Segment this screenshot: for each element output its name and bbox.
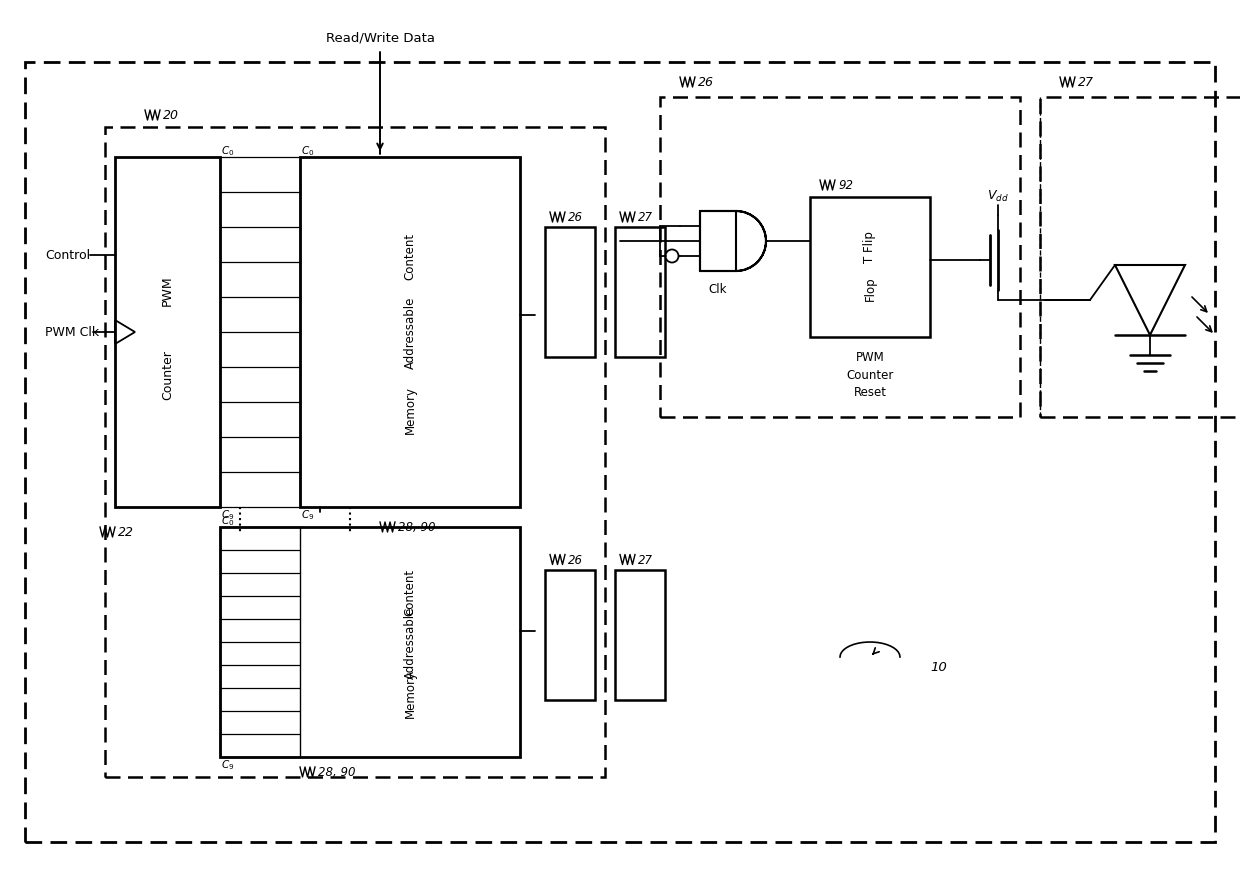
Text: Content: Content (403, 568, 417, 616)
Bar (615, 228, 665, 358)
Bar (115, 158, 219, 508)
Bar (810, 198, 930, 338)
Text: $C_0$: $C_0$ (301, 144, 315, 158)
Bar (1040, 98, 1240, 417)
Text: 26: 26 (568, 553, 583, 567)
Wedge shape (737, 211, 766, 272)
Text: Control: Control (45, 249, 91, 262)
Text: $C_9$: $C_9$ (301, 508, 315, 521)
Bar (300, 158, 520, 508)
Circle shape (666, 250, 678, 263)
Text: Memory: Memory (403, 669, 417, 717)
Bar (25, 63, 1215, 842)
Text: Addressable: Addressable (403, 606, 417, 679)
Text: $C_0$: $C_0$ (221, 144, 234, 158)
Text: Read/Write Data: Read/Write Data (325, 32, 434, 45)
Bar (546, 228, 595, 358)
Text: PWM Clk: PWM Clk (45, 326, 99, 339)
Text: 28, 90: 28, 90 (398, 521, 435, 534)
Bar (105, 128, 605, 777)
Bar (660, 98, 1021, 417)
Text: Memory: Memory (403, 386, 417, 433)
Bar (219, 527, 520, 757)
Text: 28, 90: 28, 90 (317, 766, 356, 779)
Text: $V_{dd}$: $V_{dd}$ (987, 189, 1009, 203)
Text: 92: 92 (838, 179, 853, 192)
Text: 26: 26 (698, 76, 714, 89)
FancyBboxPatch shape (701, 211, 737, 272)
Bar (546, 570, 595, 700)
Text: $C_0$: $C_0$ (221, 514, 234, 527)
Text: Addressable: Addressable (403, 296, 417, 368)
Text: 26: 26 (568, 211, 583, 225)
Text: Clk: Clk (709, 283, 727, 296)
Text: Content: Content (403, 232, 417, 279)
Text: T Flip: T Flip (863, 231, 877, 262)
Text: 27: 27 (1078, 76, 1094, 89)
Text: 27: 27 (639, 211, 653, 225)
Text: $C_9$: $C_9$ (221, 757, 234, 771)
Text: PWM: PWM (161, 275, 174, 306)
Text: Counter: Counter (161, 350, 174, 400)
Bar (615, 570, 665, 700)
Text: PWM: PWM (856, 351, 884, 364)
Text: $C_9$: $C_9$ (221, 508, 234, 521)
Text: 20: 20 (162, 110, 179, 123)
Text: Flop: Flop (863, 276, 877, 301)
Text: 22: 22 (118, 526, 134, 538)
Text: 27: 27 (639, 553, 653, 567)
Text: Counter: Counter (847, 369, 894, 382)
Polygon shape (1115, 266, 1185, 336)
Text: Reset: Reset (853, 386, 887, 399)
Text: 10: 10 (930, 660, 947, 674)
